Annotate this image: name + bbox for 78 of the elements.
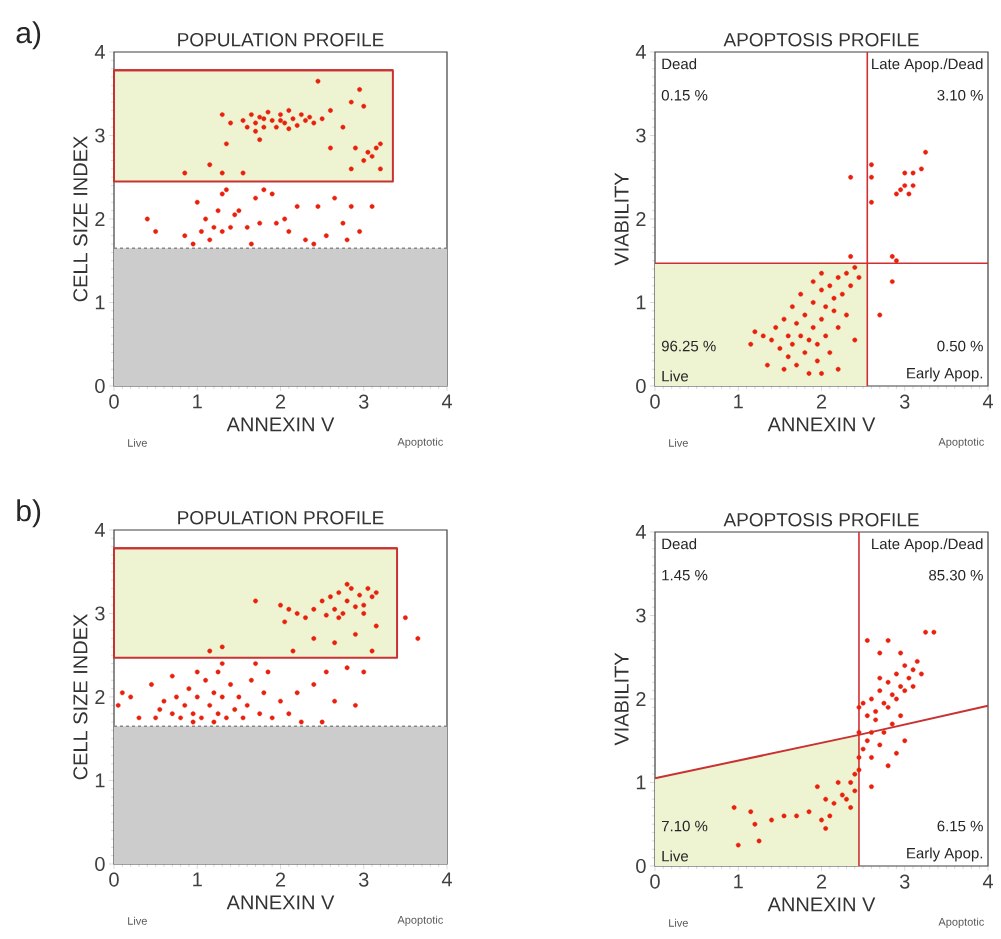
annotation: Early Apop.	[907, 847, 983, 862]
annotation: Late Apop./Dead	[872, 58, 983, 73]
chart-title: APOPTOSIS PROFILE	[723, 33, 919, 47]
annotation: 3.10 %	[937, 89, 983, 101]
text: Apoptotic	[397, 437, 443, 448]
annotation: Live	[662, 370, 689, 382]
y-tick-label: 2	[95, 212, 105, 226]
y-tick-label: 0	[95, 378, 105, 394]
x-tick-label: 1	[734, 394, 743, 409]
text: Apoptotic	[938, 917, 984, 928]
x-tick-label: 0	[650, 874, 660, 889]
x-tick-label: 3	[899, 874, 910, 889]
text: Live	[128, 916, 147, 925]
annotation: 7.10 %	[661, 820, 708, 832]
y-tick-label: 4	[635, 45, 646, 59]
chart-title: APOPTOSIS PROFILE	[723, 513, 919, 527]
x-tick-label: 0	[109, 394, 119, 409]
y-tick-label: 1	[95, 773, 105, 788]
text: b)	[17, 499, 41, 528]
text: Apoptotic	[938, 437, 984, 448]
annotation: Early Apop.	[907, 367, 983, 382]
x-tick-label: 2	[275, 394, 286, 409]
y-tick-label: 4	[94, 523, 105, 537]
annotation: 0.15 %	[661, 89, 708, 101]
x-axis-title: ANNEXIN V	[226, 417, 335, 432]
y-axis-title: CELL SIZE INDEX	[73, 614, 88, 780]
text: Live	[128, 438, 147, 447]
x-tick-label: 0	[650, 394, 660, 409]
x-tick-label: 2	[816, 874, 827, 889]
y-tick-label: 3	[95, 606, 105, 621]
x-tick-label: 4	[441, 872, 452, 887]
x-tick-label: 1	[193, 394, 202, 409]
annotation: Dead	[662, 538, 697, 550]
annotation: 6.15 %	[937, 820, 983, 832]
x-tick-label: 4	[441, 394, 452, 409]
annotation: 96.25 %	[661, 340, 716, 352]
y-tick-label: 0	[636, 858, 646, 874]
y-tick-label: 2	[636, 692, 646, 706]
y-tick-label: 3	[636, 608, 646, 623]
x-tick-label: 0	[109, 872, 119, 887]
x-tick-label: 3	[358, 872, 369, 887]
x-axis-title: ANNEXIN V	[226, 895, 335, 910]
x-axis-title: ANNEXIN V	[767, 417, 876, 432]
annotation: 0.50 %	[937, 340, 983, 352]
text: Live	[669, 918, 688, 927]
annotation: Live	[662, 850, 689, 862]
annotation: 1.45 %	[662, 569, 708, 581]
y-tick-label: 4	[94, 45, 105, 59]
x-tick-label: 3	[899, 394, 910, 409]
x-tick-label: 2	[816, 394, 827, 409]
x-tick-label: 4	[982, 874, 993, 889]
x-tick-label: 3	[358, 394, 369, 409]
y-tick-label: 3	[636, 128, 646, 143]
y-axis-title: VIABILITY	[614, 652, 629, 746]
y-tick-label: 3	[95, 128, 105, 143]
x-axis-title: ANNEXIN V	[767, 897, 876, 912]
x-tick-label: 2	[275, 872, 286, 887]
annotation: Dead	[662, 58, 697, 70]
text: a)	[16, 21, 41, 50]
x-tick-label: 4	[982, 394, 993, 409]
text: Live	[669, 438, 688, 447]
y-tick-label: 1	[636, 775, 646, 790]
y-tick-label: 0	[95, 856, 105, 872]
text: Apoptotic	[397, 915, 443, 926]
chart-title: POPULATION PROFILE	[178, 511, 384, 525]
y-axis-title: CELL SIZE INDEX	[73, 136, 88, 302]
y-tick-label: 2	[636, 212, 646, 226]
y-axis-title: VIABILITY	[614, 172, 629, 266]
annotation: Late Apop./Dead	[872, 538, 983, 553]
annotation: 85.30 %	[929, 569, 983, 581]
y-tick-label: 0	[636, 378, 646, 394]
x-tick-label: 1	[193, 872, 202, 887]
y-tick-label: 1	[95, 295, 105, 310]
y-tick-label: 4	[635, 525, 646, 539]
y-tick-label: 1	[636, 295, 646, 310]
y-tick-label: 2	[95, 690, 105, 704]
chart-title: POPULATION PROFILE	[178, 33, 384, 47]
x-tick-label: 1	[734, 874, 743, 889]
